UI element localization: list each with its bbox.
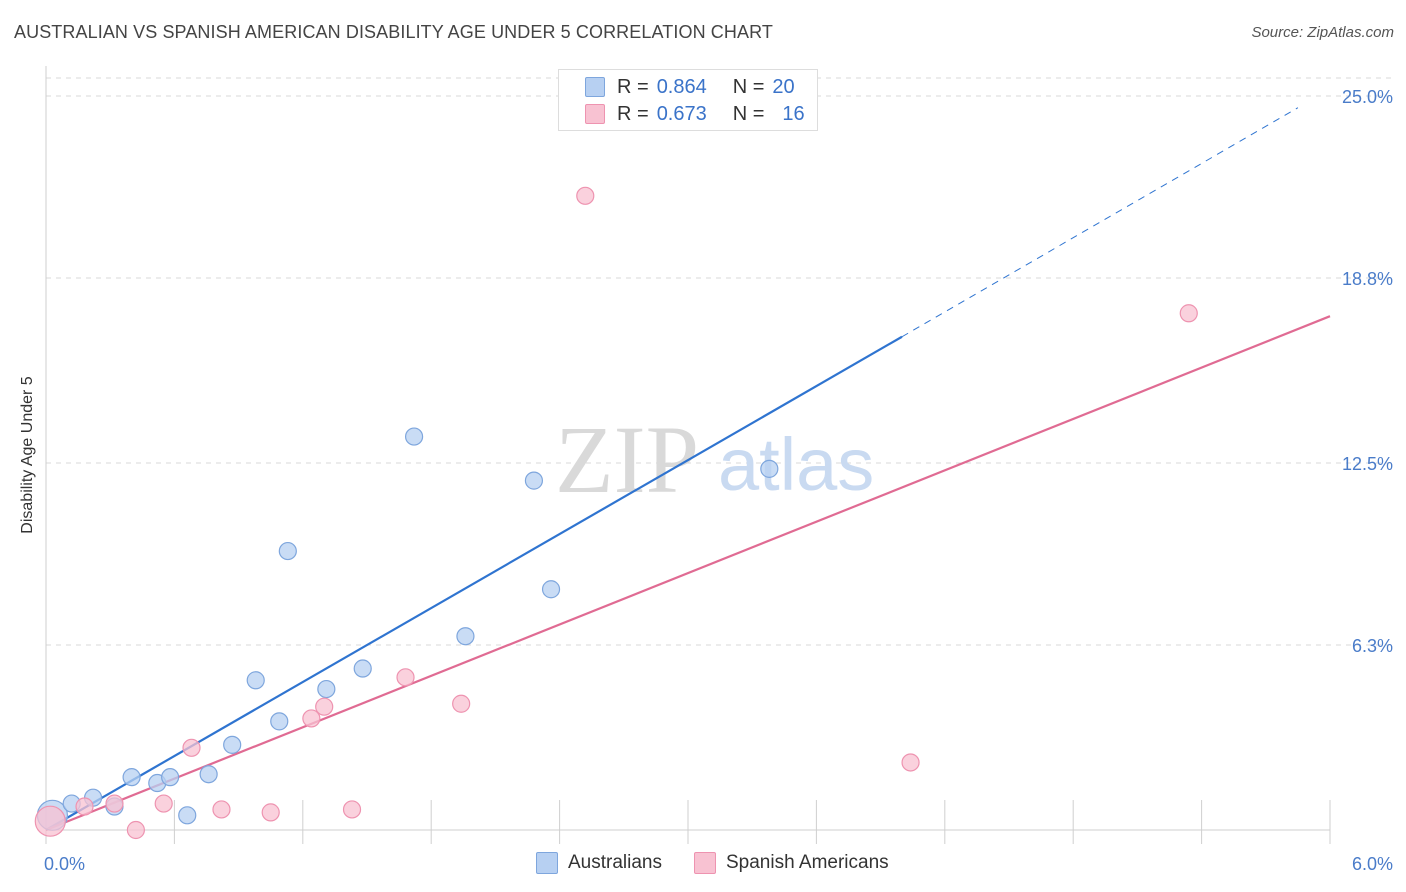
axis-ticks: 6.3% 12.5% 18.8% 25.0% 0.0% 6.0% [44,87,1393,874]
y-tick-label: 18.8% [1342,269,1393,289]
legend-swatch-blue [536,852,558,874]
australians-point [223,735,242,754]
legend-item-australians[interactable]: Australians [536,852,662,874]
spanish-americans-point [901,753,920,772]
x-tick-label: 0.0% [44,854,85,874]
spanish-americans-point [452,694,471,713]
y-tick-label: 25.0% [1342,87,1393,107]
spanish-americans-point [105,794,124,813]
spanish-americans-point [75,797,94,816]
spanish-americans-point [396,668,415,687]
australians-point [122,768,141,787]
watermark-atlas: atlas [718,423,874,506]
legend-swatch-pink [694,852,716,874]
r-value: 0.864 [656,75,707,98]
n-value: 16 [782,102,805,125]
australians-trend-extension [901,107,1299,338]
australians-point [270,712,289,731]
australians-point [456,627,475,646]
spanish-americans-point [1179,304,1198,323]
australians-point [199,765,218,784]
australians-point [178,806,197,825]
australians-point [317,679,336,699]
legend-label: Australians [568,852,662,873]
spanish-americans-point [212,800,231,819]
legend-item-spanish-americans[interactable]: Spanish Americans [694,852,889,874]
legend-swatch-pink [585,104,605,124]
watermark-zip: ZIP [555,406,699,513]
y-tick-label: 12.5% [1342,454,1393,474]
spanish-americans-point [34,805,66,837]
grid [45,66,1394,844]
spanish-americans-point [261,803,280,822]
n-value: 20 [772,75,795,98]
australians-point [524,471,544,490]
spanish-americans-trend-line [45,315,1331,832]
data-points [34,186,1198,840]
australians-point [541,580,561,599]
spanish-americans-point [576,186,595,205]
watermark: ZIP atlas [555,406,874,513]
spanish-americans-point [342,800,362,819]
australians-trend-line [45,335,903,831]
series-legend: Australians Spanish Americans [536,852,921,874]
australians-point [404,427,424,446]
chart-title: AUSTRALIAN VS SPANISH AMERICAN DISABILIT… [14,22,773,42]
r-value: 0.673 [656,102,707,125]
legend-row-spanish-americans: R = 0.673 N = 16 [585,102,805,126]
y-tick-label: 6.3% [1352,636,1393,656]
n-label: N = [732,75,765,98]
source-label: Source: ZipAtlas.com [1251,24,1394,41]
n-label: N = [732,102,765,125]
australians-point [246,671,265,690]
spanish-americans-point [302,709,321,728]
correlation-legend: R = 0.864 N = 20 R = 0.673 N = 16 [558,69,818,131]
spanish-americans-point [126,820,145,840]
r-label: R = [617,102,649,125]
australians-point [161,768,180,787]
australians-point [760,459,779,478]
x-tick-label: 6.0% [1352,854,1393,874]
legend-label: Spanish Americans [726,852,889,873]
legend-row-australians: R = 0.864 N = 20 [585,75,795,99]
australians-point [353,659,372,678]
australians-point [278,541,297,561]
spanish-americans-point [182,738,201,757]
r-label: R = [617,75,649,98]
legend-swatch-blue [585,77,605,97]
spanish-americans-point [154,794,173,813]
spanish-americans-point [315,697,334,716]
